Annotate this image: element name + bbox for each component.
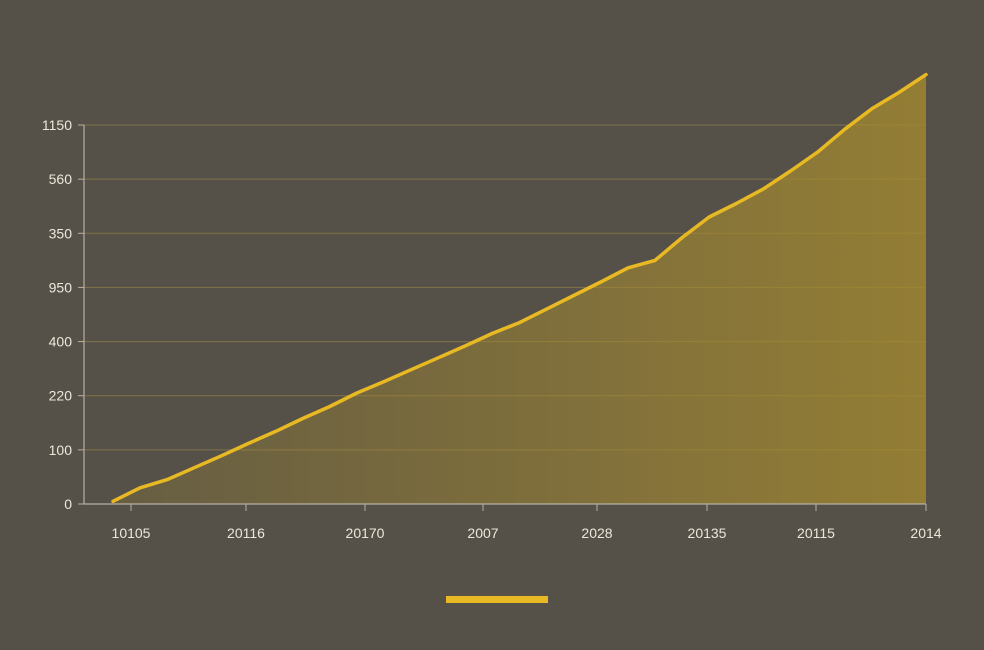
x-tick-label: 20116 (227, 525, 265, 541)
axis-ticks (78, 124, 927, 511)
x-tick-label: 2028 (581, 525, 612, 541)
x-tick-label: 20115 (797, 525, 835, 541)
x-tick-label: 10105 (112, 525, 151, 541)
y-tick-label: 220 (49, 388, 73, 404)
x-tick-label: 2007 (467, 525, 498, 541)
y-tick-label: 400 (49, 334, 73, 350)
y-tick-label: 0 (64, 496, 72, 512)
y-tick-label: 350 (49, 225, 73, 241)
y-tick-label: 100 (49, 442, 73, 458)
series-area-fill (113, 74, 926, 504)
y-tick-label: 560 (49, 171, 73, 187)
legend-swatch (446, 596, 548, 603)
x-tick-label: 20170 (346, 525, 385, 541)
tick-labels: 0 100 220 400 950 350 560 1150 10105 20116 20170 20… (42, 117, 942, 541)
x-tick-label: 2014 (910, 525, 941, 541)
y-tick-label: 950 (49, 279, 73, 295)
x-tick-label: 20135 (688, 525, 727, 541)
series-line (111, 72, 928, 504)
y-tick-label: 1150 (42, 117, 72, 133)
